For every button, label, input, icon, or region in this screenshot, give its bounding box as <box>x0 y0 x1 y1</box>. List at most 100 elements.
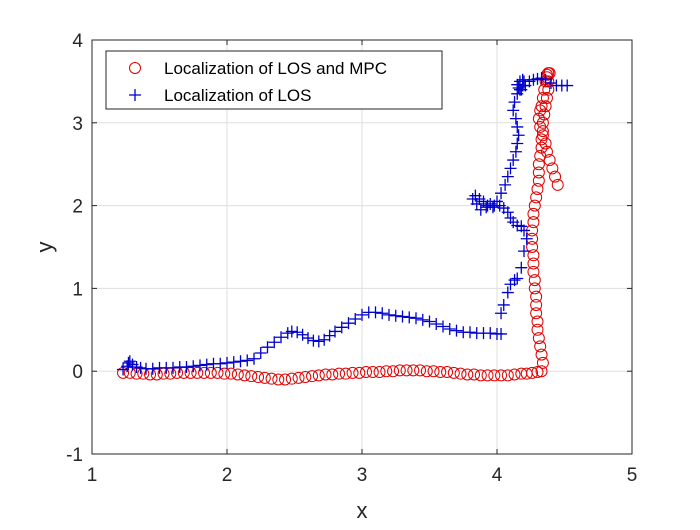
data-point-plus <box>180 361 193 374</box>
data-point-circle <box>538 83 551 96</box>
data-point-plus <box>121 360 134 373</box>
data-point-plus <box>349 313 362 326</box>
data-point-plus <box>187 360 200 373</box>
legend-box <box>105 50 443 110</box>
data-point-circle <box>531 315 544 328</box>
data-point-circle <box>536 91 549 104</box>
data-point-circle <box>536 356 549 369</box>
series-layer <box>117 67 574 386</box>
data-point-circle <box>535 365 548 378</box>
data-point-plus <box>221 356 233 369</box>
legend-marker-plus <box>129 89 141 101</box>
data-point-plus <box>416 313 429 326</box>
data-point-circle <box>265 372 278 385</box>
data-point-circle <box>353 366 366 379</box>
data-point-circle <box>495 369 508 382</box>
series-1 <box>117 72 574 376</box>
data-point-circle <box>534 104 547 117</box>
data-point-circle <box>527 207 540 220</box>
data-point-circle <box>258 371 271 384</box>
data-point-circle <box>312 369 325 382</box>
data-point-plus <box>504 162 517 175</box>
data-point-plus <box>495 327 508 340</box>
data-point-circle <box>204 366 217 379</box>
data-point-plus <box>561 79 574 92</box>
data-point-plus <box>512 82 525 95</box>
data-point-circle <box>526 241 539 253</box>
data-point-plus <box>302 332 314 345</box>
data-point-plus <box>167 361 179 374</box>
data-point-plus <box>504 212 517 225</box>
data-point-circle <box>488 369 501 382</box>
data-point-plus <box>509 145 522 158</box>
data-point-circle <box>461 368 474 381</box>
data-point-circle <box>530 298 543 311</box>
data-point-circle <box>225 367 238 380</box>
data-point-circle <box>441 366 454 379</box>
data-point-circle <box>530 290 543 303</box>
data-point-plus <box>481 199 494 212</box>
data-point-plus <box>464 326 476 339</box>
legend: Localization of LOS and MPC Localization… <box>105 50 443 110</box>
data-point-plus <box>511 137 524 150</box>
data-point-plus <box>214 357 227 370</box>
data-point-circle <box>272 373 285 386</box>
data-point-plus <box>307 334 320 347</box>
data-point-plus <box>296 328 309 341</box>
data-point-plus <box>518 245 530 258</box>
data-point-plus <box>499 178 512 191</box>
data-point-circle <box>346 366 359 379</box>
y-axis-label: y <box>32 242 57 253</box>
data-point-plus <box>248 352 260 365</box>
data-point-circle <box>543 154 556 167</box>
data-point-plus <box>501 286 514 299</box>
data-point-circle <box>527 216 540 229</box>
data-point-circle <box>534 120 547 133</box>
data-point-plus <box>403 311 416 324</box>
data-point-circle <box>532 174 545 187</box>
legend-circle-marker <box>129 62 141 74</box>
data-point-circle <box>427 365 440 378</box>
data-point-circle <box>528 282 541 295</box>
data-point-circle <box>542 83 555 96</box>
data-point-plus <box>423 315 436 328</box>
data-point-plus <box>508 274 521 287</box>
y-tick-label: 1 <box>72 279 83 300</box>
data-point-circle <box>551 178 564 191</box>
data-point-circle <box>420 365 433 378</box>
data-point-circle <box>191 366 204 379</box>
data-point-circle <box>532 158 545 171</box>
data-point-circle <box>387 365 400 378</box>
data-point-circle <box>546 162 559 175</box>
data-point-plus <box>261 341 274 354</box>
tick-labels: 1 2 3 4 5 -1 0 1 2 3 4 <box>66 31 637 486</box>
data-point-plus <box>268 336 281 349</box>
x-axis-label: x <box>357 498 368 523</box>
data-point-plus <box>234 355 247 368</box>
data-point-circle <box>536 129 549 142</box>
y-tick-label: -1 <box>66 445 83 466</box>
data-point-circle <box>218 367 231 380</box>
data-point-circle <box>508 368 521 381</box>
data-point-plus <box>285 325 298 338</box>
data-point-circle <box>333 367 346 380</box>
data-point-circle <box>292 371 305 384</box>
x-tick-label: 2 <box>222 465 233 486</box>
data-point-circle <box>285 372 298 385</box>
data-point-circle <box>532 332 545 345</box>
data-point-circle <box>252 370 265 383</box>
data-point-circle <box>536 125 549 138</box>
data-point-plus <box>520 232 533 245</box>
data-point-plus <box>123 355 136 368</box>
y-tick-label: 2 <box>72 197 83 218</box>
data-point-plus <box>516 73 529 86</box>
y-tick-label: 4 <box>72 31 83 52</box>
data-point-circle <box>414 364 427 377</box>
data-point-plus <box>335 321 348 334</box>
data-point-circle <box>400 364 413 377</box>
data-point-circle <box>526 366 539 379</box>
data-point-circle <box>549 170 562 183</box>
data-point-plus <box>389 309 402 322</box>
data-point-plus <box>146 362 159 375</box>
data-point-plus <box>515 261 528 274</box>
